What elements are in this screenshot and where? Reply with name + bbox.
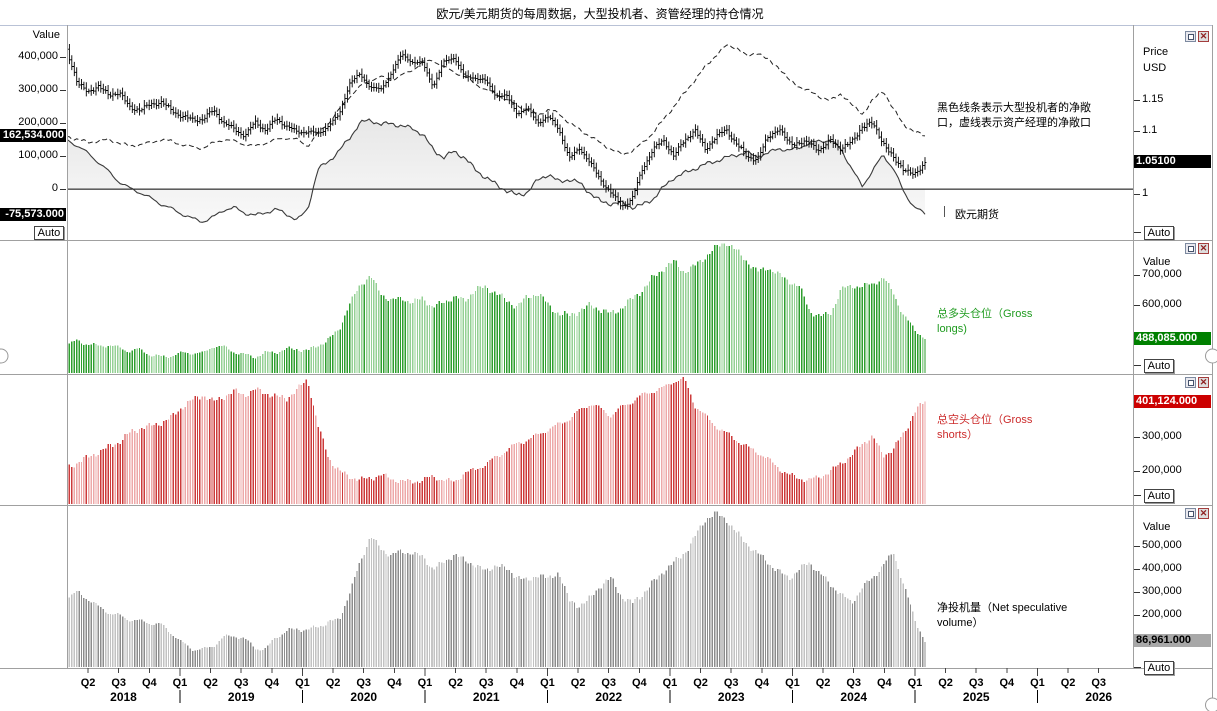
auto-scale-button-price[interactable]: Auto [1144, 226, 1174, 240]
net-volume-label: 净投机量（Net speculative volume） [937, 602, 1068, 629]
longs-panel-controls [1185, 243, 1209, 254]
price-axis-title: Price [1143, 46, 1169, 58]
window-resize-handles[interactable] [0, 348, 1217, 711]
eur-futures-ohlc-series [67, 44, 927, 211]
axis-ticks [60, 57, 1141, 703]
close-icon[interactable] [1198, 243, 1209, 254]
restore-icon[interactable] [1185, 31, 1196, 42]
marker-last-price: 1.05100 [1134, 155, 1211, 168]
restore-icon[interactable] [1185, 377, 1196, 388]
large-specs-net-area [67, 119, 925, 223]
marker-asset-managers-net: 162,534.000 [0, 129, 66, 142]
large-specs-net-line [67, 118, 926, 223]
gross-longs-label: 总多头仓位（Gross longs) [937, 308, 1033, 335]
price-panel-controls [1185, 31, 1209, 42]
auto-scale-button-longs[interactable]: Auto [1144, 359, 1174, 373]
auto-scale-button-shorts[interactable]: Auto [1144, 489, 1174, 503]
value-axis-title-volume: Value [1143, 521, 1171, 533]
close-icon[interactable] [1198, 377, 1209, 388]
asset-managers-net-line [67, 44, 926, 156]
legend-note: 黑色线条表示大型投机者的净敞口，虚线表示资产经理的净敞口 [937, 102, 1091, 129]
marker-large-specs-net: -75,573.000 [0, 208, 66, 221]
shorts-panel-controls [1185, 377, 1209, 388]
value-axis-title-top-left: Value [32, 29, 60, 41]
gross_longs-bars [67, 243, 926, 373]
auto-scale-button-left[interactable]: Auto [34, 226, 64, 240]
price-panel-series [67, 44, 927, 223]
marker-gross-longs: 488,085.000 [1134, 332, 1211, 345]
chart-title: 欧元/美元期货的每周数据，大型投机者、资管经理的持仓情况 [436, 7, 764, 21]
close-icon[interactable] [1198, 31, 1209, 42]
gross-shorts-label: 总空头仓位（Gross shorts） [937, 414, 1033, 441]
marker-net-volume: 86,961.000 [1134, 634, 1211, 647]
restore-icon[interactable] [1185, 508, 1196, 519]
net_volume-bars [67, 511, 926, 667]
price-axis-currency: USD [1143, 62, 1167, 74]
close-icon[interactable] [1198, 508, 1209, 519]
panel-borders [0, 25, 1213, 702]
volume-panel-controls [1185, 508, 1209, 519]
auto-scale-button-volume[interactable]: Auto [1144, 661, 1174, 675]
eur-futures-label: 欧元期货 [955, 209, 999, 221]
restore-icon[interactable] [1185, 243, 1196, 254]
gross_shorts-bars [67, 377, 926, 504]
marker-gross-shorts: 401,124.000 [1134, 395, 1211, 408]
value-axis-title-longs: Value [1143, 256, 1171, 268]
